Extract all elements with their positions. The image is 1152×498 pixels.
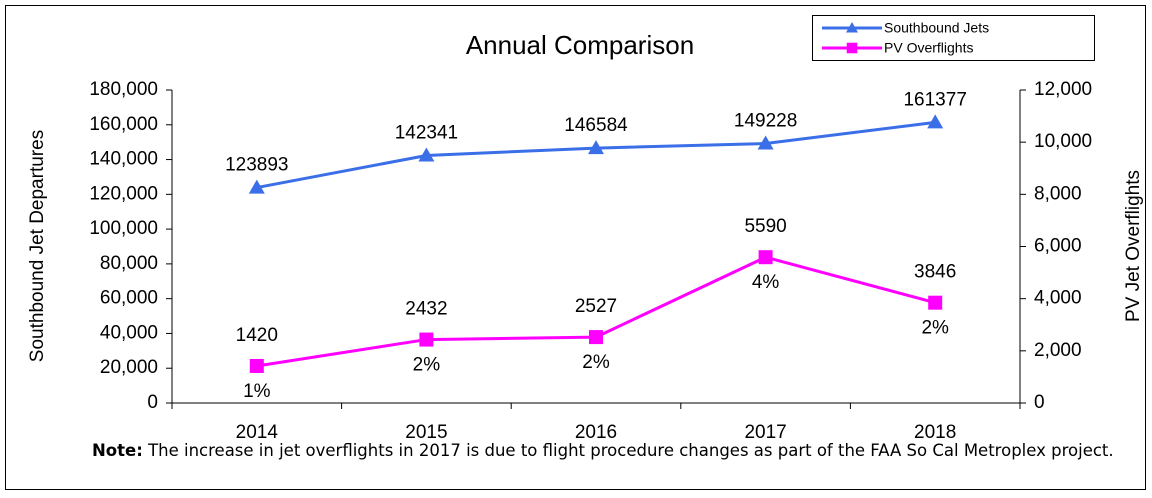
y-tick-label: 160,000	[89, 114, 158, 135]
data-label: 142341	[395, 123, 458, 144]
percent-label: 2%	[582, 352, 610, 373]
data-point	[588, 140, 604, 155]
data-point	[589, 330, 603, 345]
y-tick-label: 80,000	[100, 253, 158, 274]
data-label: 3846	[914, 262, 956, 283]
legend-box	[812, 15, 1095, 61]
data-point	[418, 147, 435, 162]
y-tick-label: 180,000	[89, 79, 158, 100]
y-axis-label: Southbound Jet Departures	[27, 130, 48, 362]
y-tick-label: 60,000	[100, 288, 158, 309]
x-tick-label: 2017	[744, 422, 786, 443]
chart-border	[5, 5, 1146, 490]
x-tick-label: 2015	[405, 422, 447, 443]
data-point	[419, 332, 434, 347]
percent-label: 1%	[243, 381, 271, 402]
percent-label: 4%	[752, 272, 780, 293]
chart-title: Annual Comparison	[466, 30, 694, 60]
y-tick-label: 120,000	[89, 183, 158, 204]
note: Note: The increase in jet overflights in…	[92, 438, 1122, 464]
y-tick-label: 40,000	[100, 322, 158, 343]
data-label: 1420	[236, 325, 278, 346]
y2-tick-label: 0	[1034, 392, 1045, 413]
data-label: 123893	[225, 155, 288, 176]
x-tick-label: 2014	[236, 422, 279, 443]
y2-tick-label: 6,000	[1034, 236, 1082, 257]
data-point	[758, 250, 773, 265]
y2-tick-label: 8,000	[1034, 183, 1082, 204]
y-tick-label: 100,000	[89, 218, 158, 239]
data-point	[757, 135, 774, 150]
y2-tick-label: 2,000	[1034, 340, 1082, 361]
data-label: 161377	[903, 89, 966, 110]
x-tick-label: 2016	[575, 422, 617, 443]
data-point	[928, 295, 943, 310]
legend-marker	[846, 22, 858, 33]
data-point	[249, 358, 264, 373]
data-label: 2527	[575, 296, 617, 317]
y2-tick-label: 10,000	[1034, 131, 1092, 152]
note-text: The increase in jet overflights in 2017 …	[148, 441, 1114, 460]
legend-marker	[846, 42, 858, 54]
y-tick-label: 140,000	[89, 149, 158, 170]
data-label: 2432	[405, 299, 447, 320]
x-tick-label: 2018	[914, 422, 956, 443]
y-tick-label: 0	[147, 392, 158, 413]
data-label: 146584	[564, 115, 628, 136]
y2-tick-label: 4,000	[1034, 288, 1082, 309]
y2-axis-label: PV Jet Overflights	[1123, 170, 1144, 322]
percent-label: 2%	[921, 318, 949, 339]
data-point	[927, 114, 944, 129]
note-label: Note:	[92, 441, 143, 460]
legend-label: PV Overflights	[884, 40, 973, 56]
percent-label: 2%	[413, 355, 441, 376]
legend-label: Southbound Jets	[884, 20, 989, 36]
data-label: 149228	[734, 111, 797, 132]
data-point	[248, 179, 265, 194]
data-label: 5590	[744, 216, 786, 237]
y2-tick-label: 12,000	[1034, 79, 1092, 100]
y-tick-label: 20,000	[100, 357, 158, 378]
